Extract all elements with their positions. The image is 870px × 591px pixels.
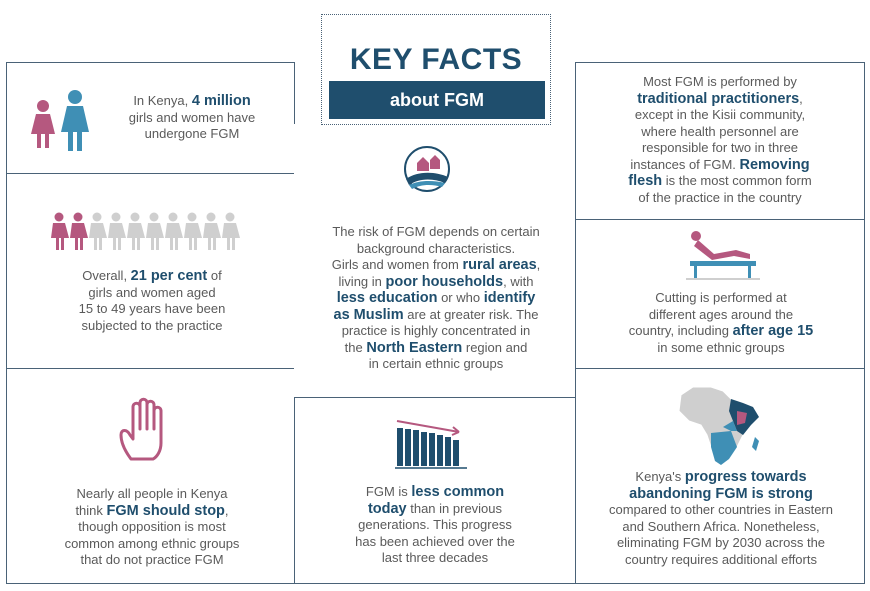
people-icons-row: [51, 212, 240, 250]
page-title: KEY FACTS: [349, 43, 523, 76]
center-text-risk: The risk of FGM depends on certain backg…: [331, 224, 541, 371]
fact-box-should-stop: Nearly all people in Kenya think FGM sho…: [6, 368, 295, 584]
person-icon: [184, 212, 202, 250]
fact-text-21-percent: Overall, 21 per cent of girls and women …: [78, 268, 226, 333]
person-icon: [70, 212, 88, 250]
person-icon: [222, 212, 240, 250]
title-box: KEY FACTS about FGM: [321, 14, 551, 125]
fact-box-practitioners: Most FGM is performed by traditional pra…: [575, 62, 865, 220]
fact-box-cutting-ages: Cutting is performed at different ages a…: [575, 219, 865, 369]
fact-text-less-common: FGM is less common today than in previou…: [355, 484, 515, 565]
fact-text-cutting-ages: Cutting is performed at different ages a…: [628, 290, 814, 355]
patient-bed-icon: [686, 231, 760, 280]
fact-text-progress: Kenya's progress towards abandoning FGM …: [608, 469, 833, 567]
fact-box-4-million: In Kenya, 4 million girls and women have…: [6, 62, 295, 174]
fact-text-practitioners: Most FGM is performed by traditional pra…: [628, 74, 812, 205]
rural-landscape-icon: [404, 146, 450, 192]
person-icon: [108, 212, 126, 250]
person-icon: [89, 212, 107, 250]
person-icon: [51, 212, 69, 250]
person-icon: [165, 212, 183, 250]
declining-bars-icon: [395, 420, 467, 469]
person-icon: [146, 212, 164, 250]
africa-map-icon: [678, 386, 760, 466]
page-subtitle: about FGM: [329, 81, 545, 119]
fact-box-less-common: FGM is less common today than in previou…: [294, 397, 576, 584]
raised-hand-icon: [119, 397, 163, 461]
fact-box-21-percent: Overall, 21 per cent of girls and women …: [6, 173, 295, 369]
fact-text-4-million: In Kenya, 4 million girls and women have…: [128, 93, 256, 141]
girl-woman-icon: [31, 90, 89, 151]
person-icon: [203, 212, 221, 250]
person-icon: [127, 212, 145, 250]
fact-text-should-stop: Nearly all people in Kenya think FGM sho…: [64, 486, 240, 567]
fact-box-progress: Kenya's progress towards abandoning FGM …: [575, 368, 865, 584]
